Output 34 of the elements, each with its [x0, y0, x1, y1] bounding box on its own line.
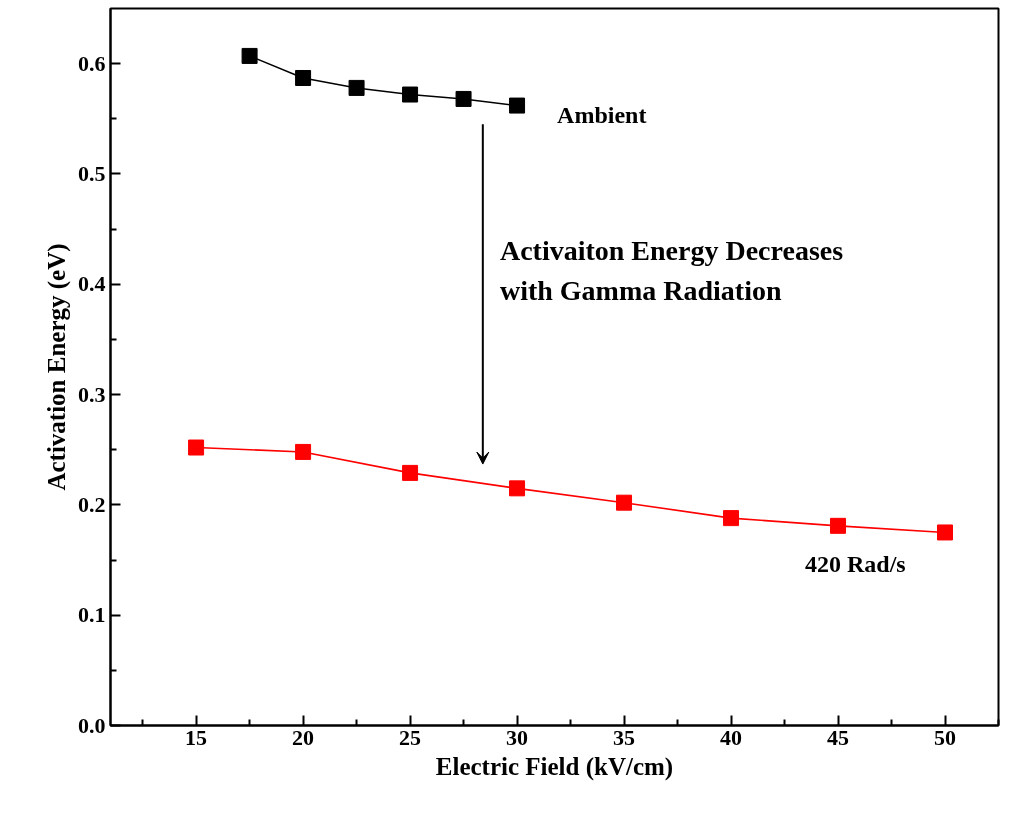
point	[509, 480, 526, 497]
point	[455, 90, 472, 107]
point	[402, 86, 419, 103]
x-tick-label: 25	[399, 724, 422, 750]
y-tick-label: 0.4	[78, 271, 106, 297]
x-tick-label: 40	[720, 724, 743, 750]
y-tick-label: 0.1	[78, 602, 106, 628]
x-tick-label: 15	[185, 724, 208, 750]
point	[241, 47, 258, 64]
point	[723, 510, 740, 527]
point	[402, 464, 419, 481]
point	[295, 443, 312, 460]
point	[295, 69, 312, 86]
x-tick-label: 20	[292, 724, 315, 750]
x-tick-label: 30	[506, 724, 529, 750]
point	[348, 79, 365, 96]
series-label: 420 Rad/s	[805, 551, 906, 578]
y-axis-title: Activation Energy (eV)	[43, 243, 71, 491]
series-label: Ambient	[557, 101, 647, 128]
point	[937, 524, 954, 541]
x-tick-label: 50	[934, 724, 957, 750]
point	[830, 517, 847, 534]
x-tick-label: 35	[613, 724, 636, 750]
y-tick-label: 0.0	[78, 712, 106, 738]
y-tick-label: 0.2	[78, 491, 106, 517]
y-tick-label: 0.5	[78, 160, 106, 186]
point	[616, 494, 633, 511]
x-tick-label: 45	[827, 724, 850, 750]
y-tick-label: 0.3	[78, 381, 106, 407]
point	[509, 97, 526, 114]
annotation: Activaiton Energy Decreases with Gamma Radiation	[499, 234, 844, 306]
point	[188, 439, 205, 456]
x-axis-title: Electric Field (kV/cm)	[435, 752, 674, 781]
y-tick-label: 0.6	[78, 50, 106, 76]
